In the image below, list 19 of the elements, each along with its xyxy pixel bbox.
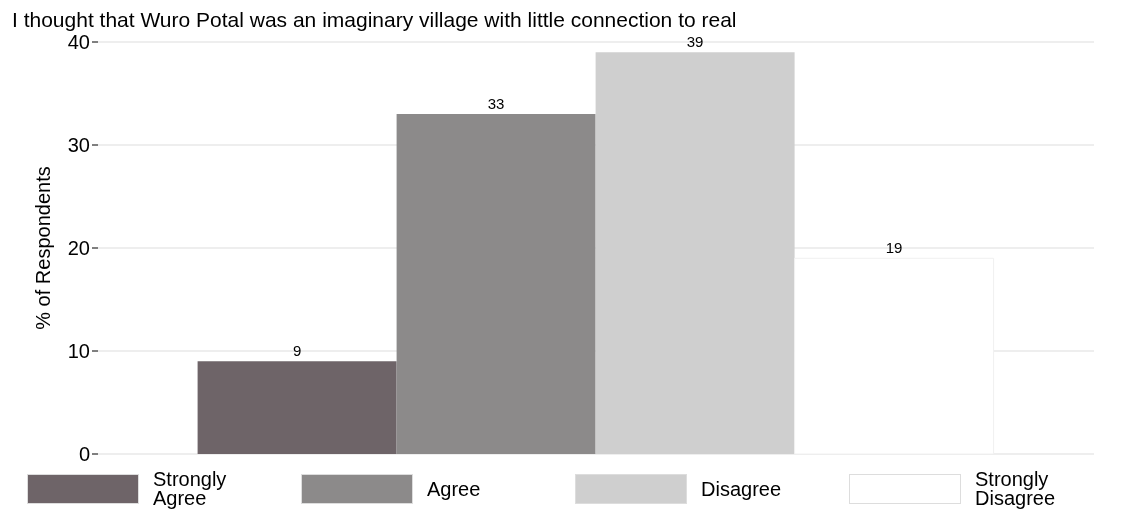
series-label: Agree	[427, 477, 482, 500]
y-tick-label: 20	[67, 237, 90, 260]
y-tick-label: 30	[67, 134, 90, 157]
data-label: 19	[885, 239, 903, 257]
data-label: 33	[487, 95, 505, 113]
data-label: 9	[292, 342, 302, 360]
y-tick-label: 10	[67, 340, 90, 363]
series-label: Strongly Agree	[153, 468, 228, 509]
bar	[396, 114, 596, 454]
y-tick-label: 0	[78, 443, 90, 466]
series-label: Strongly Disagree	[975, 468, 1057, 509]
data-label: 39	[686, 33, 704, 51]
series-label: Disagree	[701, 477, 783, 500]
chart-title: I thought that Wuro Potal was an imaginary village with little connection to real	[12, 8, 738, 32]
y-tick-label: 40	[67, 31, 90, 54]
bar	[595, 52, 795, 454]
bar	[197, 361, 397, 454]
y-axis-title: % of Respondents	[32, 166, 55, 330]
bar	[794, 257, 995, 454]
